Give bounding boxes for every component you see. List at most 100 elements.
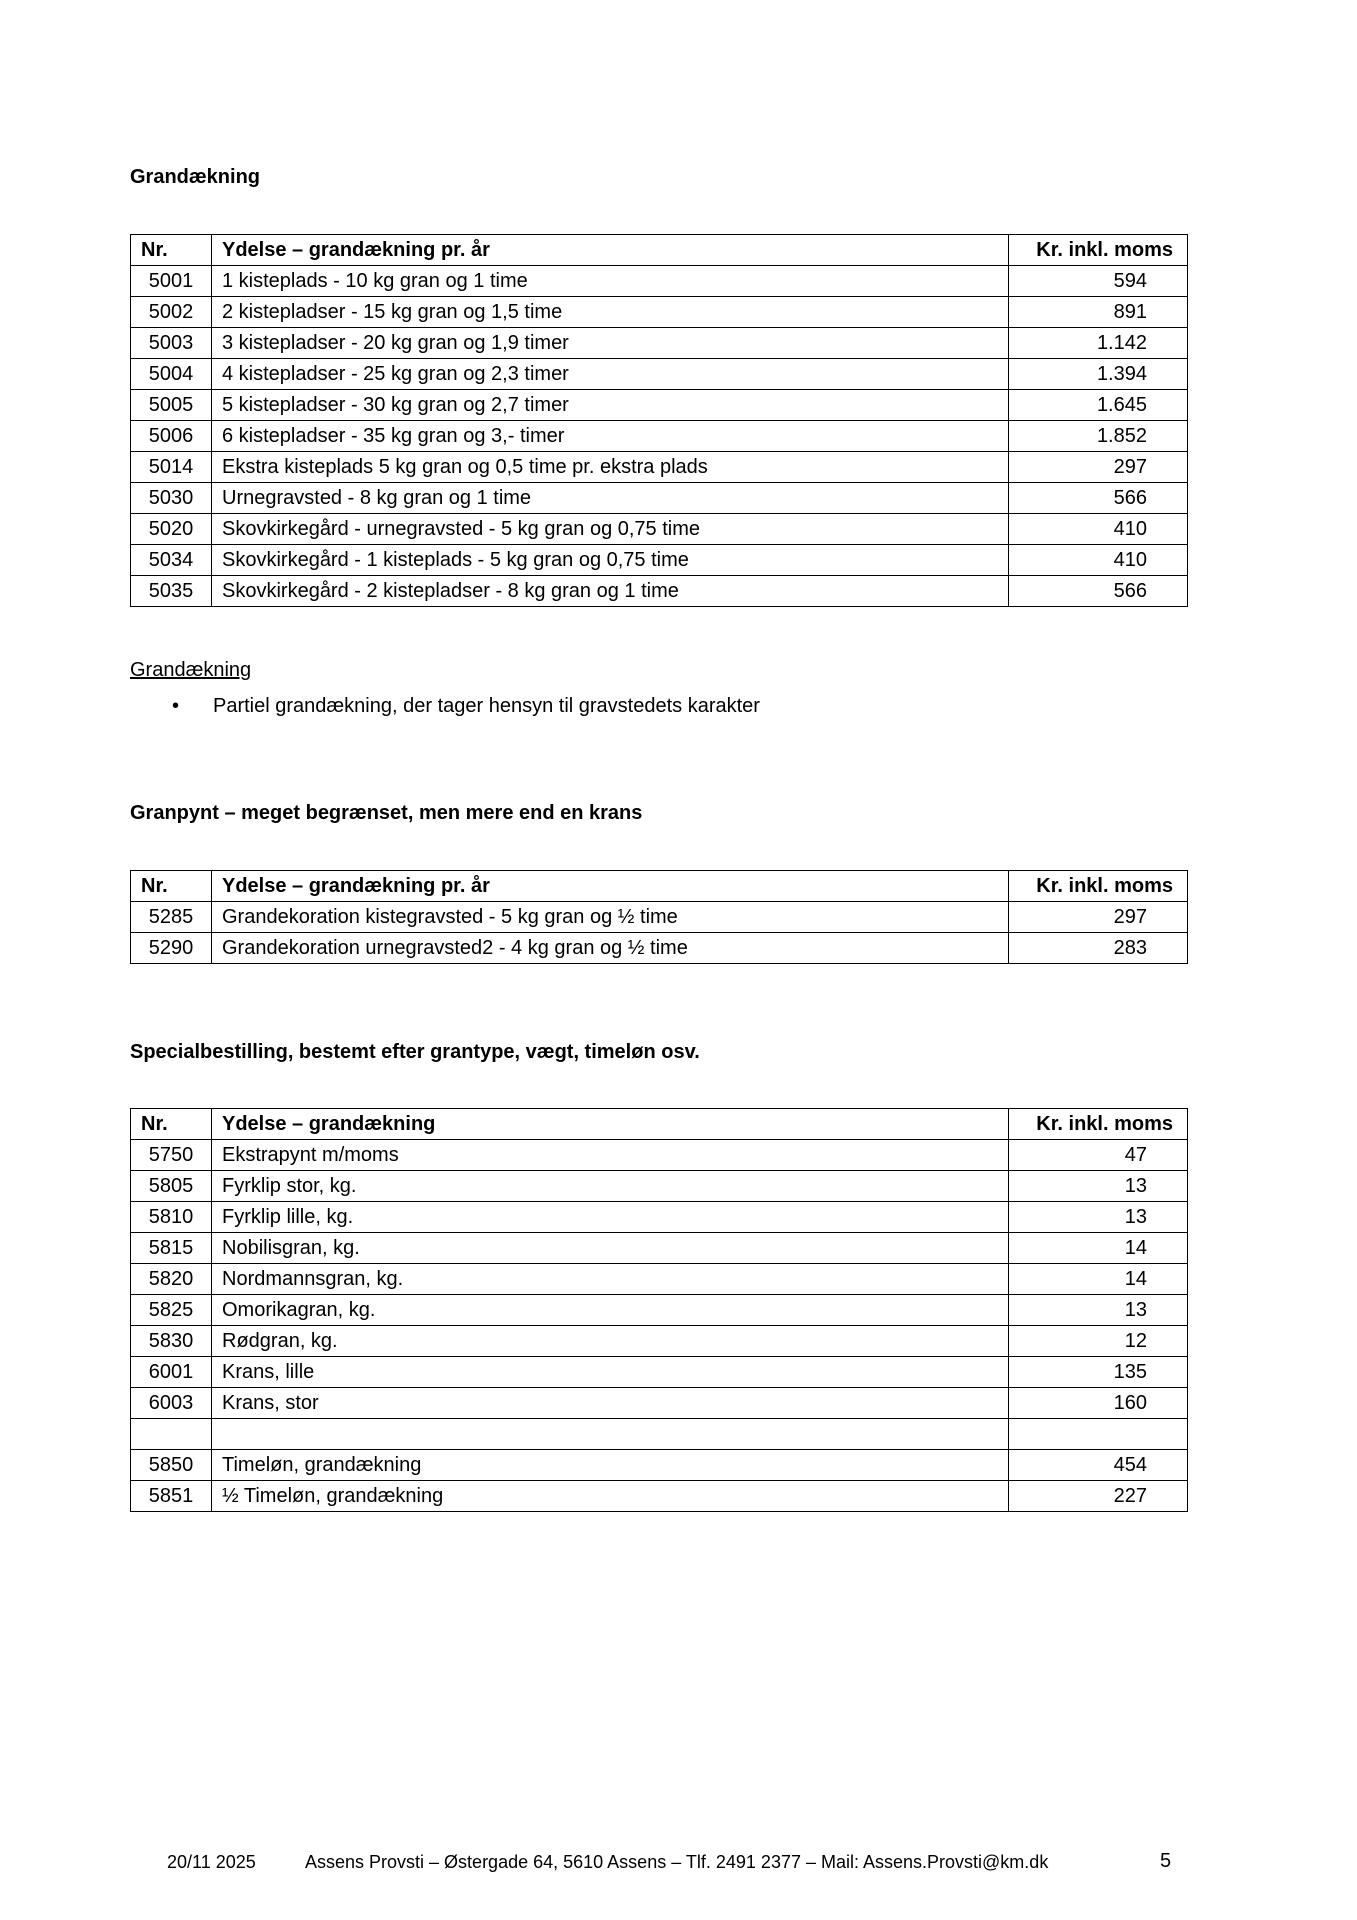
table-row: 5035 Skovkirkegård - 2 kistepladser - 8 k…: [130, 575, 1188, 607]
item-price: 594: [1008, 265, 1188, 297]
item-description: Timeløn, grandækning: [211, 1449, 1009, 1481]
item-number: 5805: [130, 1170, 212, 1202]
item-price: 1.852: [1008, 420, 1188, 452]
column-header: Kr. inkl. moms: [1008, 234, 1188, 266]
item-description: Krans, stor: [211, 1387, 1009, 1419]
item-price: 47: [1008, 1139, 1188, 1171]
item-description: Fyrklip lille, kg.: [211, 1201, 1009, 1233]
item-number: 5035: [130, 575, 212, 607]
item-number: 5003: [130, 327, 212, 359]
item-description: Ekstrapynt m/moms: [211, 1139, 1009, 1171]
item-price: 227: [1008, 1480, 1188, 1512]
column-header: Nr.: [130, 870, 212, 902]
table-header-row: Nr. Ydelse – grandækning pr. år Kr. inkl. …: [130, 870, 1188, 902]
item-number: 5014: [130, 451, 212, 483]
section-heading-specialbestilling: Specialbestilling, bestemt efter grantyp…: [130, 1041, 700, 1063]
item-description: Skovkirkegård - 2 kistepladser - 8 kg gr…: [211, 575, 1009, 607]
table-row: 5805 Fyrklip stor, kg. 13: [130, 1170, 1188, 1202]
item-price: 410: [1008, 544, 1188, 576]
item-price: 297: [1008, 901, 1188, 933]
table-row: 5830 Rødgran, kg. 12: [130, 1325, 1188, 1357]
item-description: Grandekoration kistegravsted - 5 kg gran…: [211, 901, 1009, 933]
table-row: 5006 6 kistepladser - 35 kg gran og 3,- t…: [130, 420, 1188, 452]
page-number: 5: [1160, 1850, 1172, 1872]
item-number: 5815: [130, 1232, 212, 1264]
item-description: Skovkirkegård - urnegravsted - 5 kg gran…: [211, 513, 1009, 545]
item-price: 454: [1008, 1449, 1188, 1481]
item-price: 160: [1008, 1387, 1188, 1419]
item-description: Nobilisgran, kg.: [211, 1232, 1009, 1264]
table-row: 5810 Fyrklip lille, kg. 13: [130, 1201, 1188, 1233]
table-row: 5002 2 kistepladser - 15 kg gran og 1,5 t…: [130, 296, 1188, 328]
item-price: 14: [1008, 1263, 1188, 1295]
table-row: 5290 Grandekoration urnegravsted2 - 4 kg …: [130, 932, 1188, 964]
table-row: 5285 Grandekoration kistegravsted - 5 kg …: [130, 901, 1188, 933]
item-number: 5001: [130, 265, 212, 297]
grandaekning-price-table: Nr. Ydelse – grandækning pr. år Kr. inkl. …: [130, 234, 1188, 607]
item-description: Omorikagran, kg.: [211, 1294, 1009, 1326]
item-number: 5005: [130, 389, 212, 421]
item-price: 1.645: [1008, 389, 1188, 421]
table-row: 5750 Ekstrapynt m/moms 47: [130, 1139, 1188, 1171]
table-row: 6001 Krans, lille 135: [130, 1356, 1188, 1388]
item-number: 5851: [130, 1480, 212, 1512]
item-number: [130, 1418, 212, 1450]
table-header-row: Nr. Ydelse – grandækning pr. år Kr. inkl. …: [130, 234, 1188, 266]
section-heading-granpynt: Granpynt – meget begrænset, men mere end…: [130, 802, 643, 824]
table-row: 5825 Omorikagran, kg. 13: [130, 1294, 1188, 1326]
item-number: 5002: [130, 296, 212, 328]
item-number: 5030: [130, 482, 212, 514]
item-description: Krans, lille: [211, 1356, 1009, 1388]
section-heading-grandaekning: Grandækning: [130, 166, 261, 188]
item-price: 13: [1008, 1170, 1188, 1202]
bullet-text: Partiel grandækning, der tager hensyn ti…: [213, 695, 760, 717]
bullet-icon: •: [172, 695, 180, 717]
item-price: 1.394: [1008, 358, 1188, 390]
item-description: Rødgran, kg.: [211, 1325, 1009, 1357]
item-price: 12: [1008, 1325, 1188, 1357]
item-number: 5830: [130, 1325, 212, 1357]
item-description: Urnegravsted - 8 kg gran og 1 time: [211, 482, 1009, 514]
item-number: 5290: [130, 932, 212, 964]
item-number: 5034: [130, 544, 212, 576]
item-price: 891: [1008, 296, 1188, 328]
table-row: 5851 ½ Timeløn, grandækning 227: [130, 1480, 1188, 1512]
table-row: 5004 4 kistepladser - 25 kg gran og 2,3 t…: [130, 358, 1188, 390]
item-description: Fyrklip stor, kg.: [211, 1170, 1009, 1202]
item-price: 13: [1008, 1294, 1188, 1326]
table-row: 5001 1 kisteplads - 10 kg gran og 1 time 5…: [130, 265, 1188, 297]
item-description: 1 kisteplads - 10 kg gran og 1 time: [211, 265, 1009, 297]
item-description: 6 kistepladser - 35 kg gran og 3,- timer: [211, 420, 1009, 452]
column-header: Nr.: [130, 1108, 212, 1140]
item-description: Skovkirkegård - 1 kisteplads - 5 kg gran…: [211, 544, 1009, 576]
specialbestilling-price-table: Nr. Ydelse – grandækning Kr. inkl. moms 575…: [130, 1108, 1188, 1512]
item-description: ½ Timeløn, grandækning: [211, 1480, 1009, 1512]
table-row: 5034 Skovkirkegård - 1 kisteplads - 5 kg …: [130, 544, 1188, 576]
footer-address: Assens Provsti – Østergade 64, 5610 Asse…: [305, 1852, 1049, 1872]
item-number: 5825: [130, 1294, 212, 1326]
item-description: [211, 1418, 1009, 1450]
item-price: 566: [1008, 482, 1188, 514]
item-description: 2 kistepladser - 15 kg gran og 1,5 time: [211, 296, 1009, 328]
item-number: 5285: [130, 901, 212, 933]
item-description: Grandekoration urnegravsted2 - 4 kg gran…: [211, 932, 1009, 964]
item-number: 5006: [130, 420, 212, 452]
granpynt-price-table: Nr. Ydelse – grandækning pr. år Kr. inkl. …: [130, 870, 1188, 964]
item-number: 5750: [130, 1139, 212, 1171]
table-row: 5850 Timeløn, grandækning 454: [130, 1449, 1188, 1481]
table-row: 5030 Urnegravsted - 8 kg gran og 1 time 56…: [130, 482, 1188, 514]
table-row: 5005 5 kistepladser - 30 kg gran og 2,7 t…: [130, 389, 1188, 421]
table-row: [130, 1418, 1188, 1450]
item-price: 283: [1008, 932, 1188, 964]
item-number: 5020: [130, 513, 212, 545]
column-header: Kr. inkl. moms: [1008, 1108, 1188, 1140]
item-number: 5850: [130, 1449, 212, 1481]
item-price: 1.142: [1008, 327, 1188, 359]
item-price: [1008, 1418, 1188, 1450]
item-price: 135: [1008, 1356, 1188, 1388]
table-row: 5820 Nordmannsgran, kg. 14: [130, 1263, 1188, 1295]
table-row: 5014 Ekstra kisteplads 5 kg gran og 0,5 t…: [130, 451, 1188, 483]
item-description: 5 kistepladser - 30 kg gran og 2,7 timer: [211, 389, 1009, 421]
item-description: Nordmannsgran, kg.: [211, 1263, 1009, 1295]
subheading-grandaekning: Grandækning: [130, 659, 252, 681]
